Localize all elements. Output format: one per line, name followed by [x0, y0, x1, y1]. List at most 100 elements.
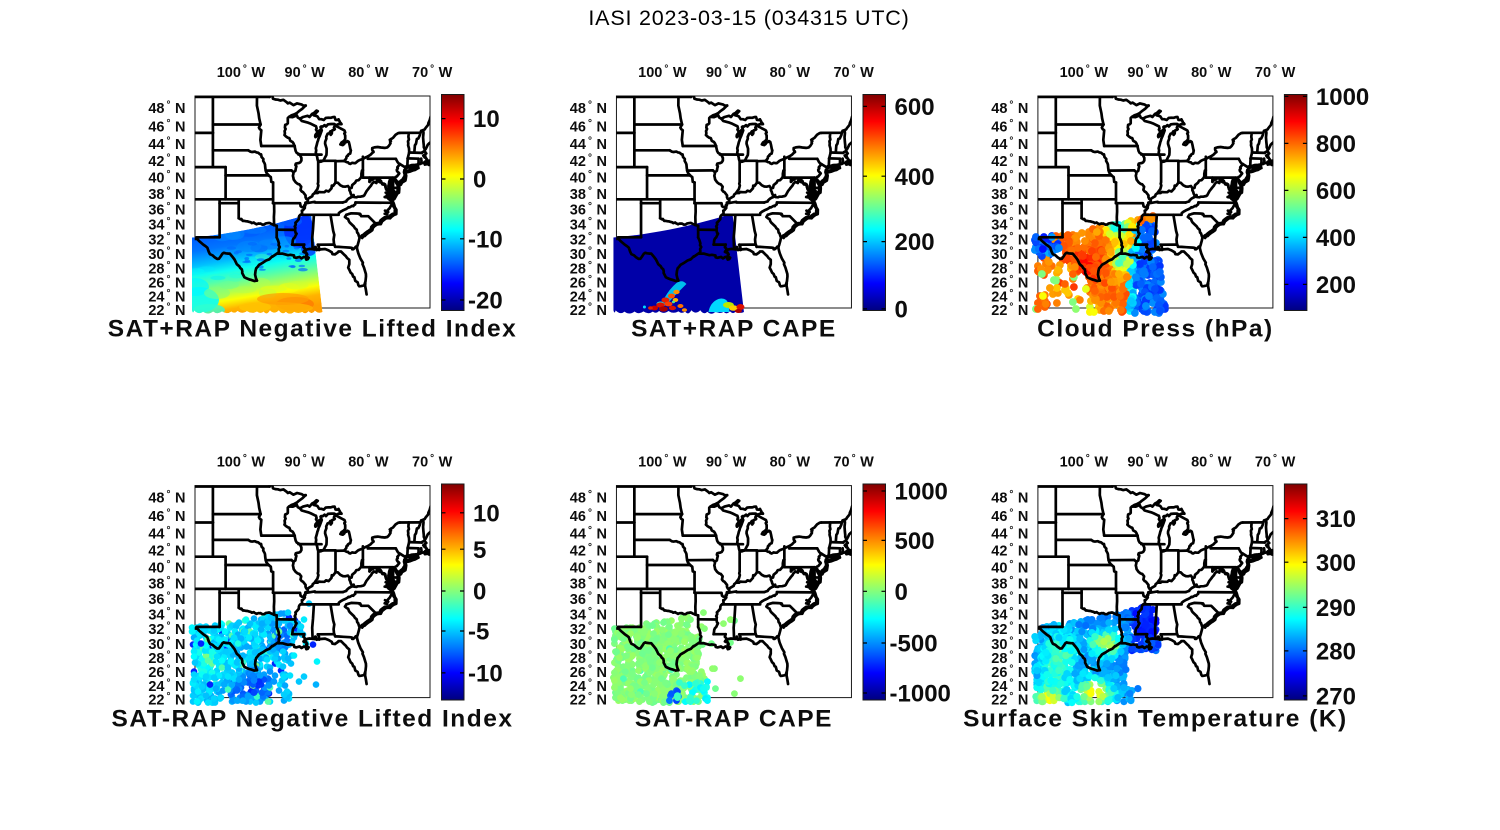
- svg-text:30° N: 30 ° N: [570, 246, 607, 264]
- svg-text:22° N: 22 ° N: [991, 301, 1028, 319]
- svg-text:270: 270: [1316, 684, 1356, 711]
- svg-text:40° N: 40 ° N: [991, 559, 1028, 577]
- svg-text:28° N: 28 ° N: [148, 260, 185, 278]
- svg-text:24° N: 24 ° N: [991, 677, 1028, 695]
- svg-text:24° N: 24 ° N: [991, 288, 1028, 306]
- svg-text:44° N: 44 ° N: [148, 525, 185, 543]
- svg-text:26° N: 26 ° N: [570, 664, 607, 682]
- svg-text:80° W: 80 ° W: [348, 64, 389, 82]
- svg-text:40° N: 40 ° N: [570, 559, 607, 577]
- svg-text:46° N: 46 ° N: [148, 507, 185, 525]
- svg-text:44° N: 44 ° N: [148, 136, 185, 154]
- svg-text:22° N: 22 ° N: [570, 301, 607, 319]
- svg-text:-10: -10: [468, 661, 503, 688]
- svg-text:0: 0: [473, 579, 486, 606]
- svg-text:38° N: 38 ° N: [570, 185, 607, 203]
- svg-text:28° N: 28 ° N: [148, 650, 185, 668]
- svg-text:32° N: 32 ° N: [570, 621, 607, 639]
- svg-text:IASI 2023-03-15 (034315 UTC): IASI 2023-03-15 (034315 UTC): [588, 6, 909, 30]
- svg-text:SAT+RAP Negative Lifted Index: SAT+RAP Negative Lifted Index: [108, 316, 518, 343]
- svg-text:48° N: 48 ° N: [570, 99, 607, 117]
- svg-text:26° N: 26 ° N: [148, 664, 185, 682]
- svg-text:44° N: 44 ° N: [991, 525, 1028, 543]
- svg-text:46° N: 46 ° N: [991, 118, 1028, 136]
- svg-text:48° N: 48 ° N: [991, 489, 1028, 507]
- svg-text:280: 280: [1316, 639, 1356, 666]
- svg-text:26° N: 26 ° N: [991, 664, 1028, 682]
- svg-text:80° W: 80 ° W: [1191, 453, 1232, 471]
- svg-text:44° N: 44 ° N: [570, 525, 607, 543]
- svg-text:200: 200: [895, 229, 935, 256]
- svg-text:0: 0: [895, 297, 908, 324]
- svg-text:Surface Skin Temperature (K): Surface Skin Temperature (K): [963, 706, 1348, 733]
- svg-text:34° N: 34 ° N: [570, 216, 607, 234]
- svg-text:28° N: 28 ° N: [570, 260, 607, 278]
- svg-text:70° W: 70 ° W: [412, 453, 453, 471]
- svg-text:SAT-RAP Negative Lifted Index: SAT-RAP Negative Lifted Index: [112, 706, 514, 733]
- svg-text:32° N: 32 ° N: [148, 621, 185, 639]
- svg-text:200: 200: [1316, 272, 1356, 299]
- svg-text:5: 5: [473, 537, 486, 564]
- svg-text:42° N: 42 ° N: [991, 153, 1028, 171]
- svg-text:38° N: 38 ° N: [991, 575, 1028, 593]
- svg-text:42° N: 42 ° N: [570, 153, 607, 171]
- svg-text:30° N: 30 ° N: [570, 635, 607, 653]
- svg-text:70° W: 70 ° W: [1255, 453, 1296, 471]
- svg-text:70° W: 70 ° W: [833, 64, 874, 82]
- svg-text:34° N: 34 ° N: [991, 216, 1028, 234]
- svg-text:30° N: 30 ° N: [148, 246, 185, 264]
- svg-text:1000: 1000: [1316, 84, 1369, 111]
- svg-text:34° N: 34 ° N: [991, 606, 1028, 624]
- svg-text:32° N: 32 ° N: [148, 231, 185, 249]
- svg-text:38° N: 38 ° N: [148, 575, 185, 593]
- svg-text:36° N: 36 ° N: [148, 591, 185, 609]
- svg-text:34° N: 34 ° N: [570, 606, 607, 624]
- svg-text:48° N: 48 ° N: [148, 99, 185, 117]
- svg-text:32° N: 32 ° N: [570, 231, 607, 249]
- svg-text:70° W: 70 ° W: [1255, 64, 1296, 82]
- svg-text:42° N: 42 ° N: [148, 542, 185, 560]
- svg-text:-10: -10: [468, 226, 503, 253]
- svg-text:80° W: 80 ° W: [1191, 64, 1232, 82]
- svg-text:500: 500: [895, 528, 935, 555]
- svg-text:Cloud Press (hPa): Cloud Press (hPa): [1037, 316, 1274, 343]
- svg-text:36° N: 36 ° N: [991, 201, 1028, 219]
- svg-text:90° W: 90 ° W: [285, 453, 326, 471]
- svg-text:800: 800: [1316, 131, 1356, 158]
- svg-text:36° N: 36 ° N: [148, 201, 185, 219]
- svg-text:32° N: 32 ° N: [991, 231, 1028, 249]
- svg-text:48° N: 48 ° N: [991, 99, 1028, 117]
- svg-text:36° N: 36 ° N: [991, 591, 1028, 609]
- svg-text:22° N: 22 ° N: [991, 691, 1028, 709]
- svg-text:48° N: 48 ° N: [570, 489, 607, 507]
- svg-text:-1000: -1000: [890, 681, 951, 708]
- svg-text:0: 0: [473, 167, 486, 194]
- svg-text:22° N: 22 ° N: [570, 691, 607, 709]
- svg-text:26° N: 26 ° N: [991, 274, 1028, 292]
- svg-text:38° N: 38 ° N: [148, 185, 185, 203]
- svg-text:28° N: 28 ° N: [991, 260, 1028, 278]
- svg-text:46° N: 46 ° N: [148, 118, 185, 136]
- svg-text:46° N: 46 ° N: [570, 507, 607, 525]
- svg-text:90° W: 90 ° W: [1127, 64, 1168, 82]
- svg-text:28° N: 28 ° N: [570, 650, 607, 668]
- svg-text:22° N: 22 ° N: [148, 301, 185, 319]
- svg-text:36° N: 36 ° N: [570, 591, 607, 609]
- svg-text:22° N: 22 ° N: [148, 691, 185, 709]
- svg-text:46° N: 46 ° N: [991, 507, 1028, 525]
- svg-text:24° N: 24 ° N: [570, 677, 607, 695]
- svg-text:30° N: 30 ° N: [148, 635, 185, 653]
- svg-text:70° W: 70 ° W: [412, 64, 453, 82]
- svg-text:38° N: 38 ° N: [991, 185, 1028, 203]
- svg-text:34° N: 34 ° N: [148, 216, 185, 234]
- svg-text:36° N: 36 ° N: [570, 201, 607, 219]
- svg-text:300: 300: [1316, 550, 1356, 577]
- svg-text:80° W: 80 ° W: [770, 64, 811, 82]
- svg-text:26° N: 26 ° N: [148, 274, 185, 292]
- svg-text:SAT-RAP CAPE: SAT-RAP CAPE: [635, 706, 833, 733]
- svg-text:400: 400: [1316, 225, 1356, 252]
- svg-text:400: 400: [895, 164, 935, 191]
- svg-text:90° W: 90 ° W: [285, 64, 326, 82]
- svg-text:0: 0: [895, 579, 908, 606]
- svg-text:290: 290: [1316, 595, 1356, 622]
